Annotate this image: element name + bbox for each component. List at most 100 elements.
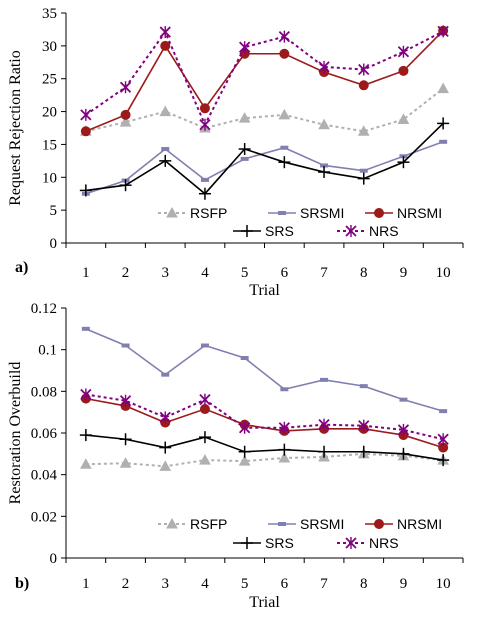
data-point [279,48,290,59]
data-point [198,187,211,200]
x-tick-label: 8 [360,265,368,281]
series-line-nrs [85,30,444,128]
data-point [159,411,171,424]
legend-item-nrsmi: NRSMI [365,516,442,532]
y-tick-label: 0 [50,551,58,567]
data-point [358,419,370,432]
series-line-nrsmi [85,397,444,449]
panel-label: a) [15,259,28,276]
y-tick-label: 0 [50,236,58,252]
data-point [199,103,210,114]
x-tick-label: 10 [436,265,451,281]
data-point [159,460,172,471]
data-point [160,40,171,51]
series-rsfp [80,82,449,136]
x-tick-label: 4 [201,265,209,281]
y-tick-label: 0.12 [31,301,57,317]
x-tick-label: 1 [82,265,90,281]
data-point [318,60,330,73]
data-point [238,455,251,466]
legend: RSFP SRSMI NRSMI SRS NRS [158,516,442,551]
data-point [159,105,172,117]
legend-label: RSFP [190,516,227,532]
y-tick-label: 15 [42,137,57,153]
legend-marker [278,522,286,526]
data-point [439,139,448,144]
data-point [397,423,410,436]
data-point [119,433,132,446]
y-tick-label: 0.02 [31,509,57,525]
legend-marker [374,208,384,218]
data-point [437,25,449,38]
panel-a-chart: 0 5 10 15 20 25 30 35 1 2 3 4 5 6 7 8 9 10 Trial Request Re… [7,6,464,299]
y-tick-label: 35 [42,6,57,22]
data-point [238,112,251,123]
series-line-srs [85,434,444,461]
legend-item-srsmi: SRSMI [268,516,344,532]
x-tick-label: 7 [320,265,328,281]
series-nrsmi [80,393,449,453]
data-point [278,108,291,120]
x-tick-label: 9 [400,576,408,592]
y-tick-label: 20 [42,105,57,121]
data-point [397,156,410,169]
data-point [198,431,211,444]
data-point [399,397,408,402]
legend-item-srs: SRS [233,535,294,551]
legend-marker [374,519,384,529]
legend-label: SRSMI [300,516,344,532]
x-tick-label: 2 [122,265,130,281]
data-point [199,393,211,406]
y-tick-label: 25 [42,72,57,88]
data-point [397,113,410,124]
data-point [278,451,291,463]
legend-item-rsfp: RSFP [158,205,227,221]
x-tick-label: 4 [201,576,209,592]
y-tick-label: 30 [42,39,57,55]
series-rsfp [80,447,449,471]
y-tick-label: 0.1 [38,343,57,359]
data-point [398,65,409,76]
panel-label: b) [15,575,29,592]
x-axis-title: Trial [249,282,280,299]
data-point [278,30,290,43]
data-point [280,145,289,150]
legend-marker [241,225,253,237]
series-line-nrs [85,393,444,441]
data-point [239,41,251,54]
series-line-srsmi [85,328,444,412]
series-line-rsfp [85,87,444,133]
series-nrs [80,388,449,446]
data-point [161,147,170,152]
data-point [159,441,172,454]
data-point [437,454,450,467]
data-point [320,163,329,168]
legend-item-nrsmi: NRSMI [365,205,442,221]
x-tick-label: 8 [360,576,368,592]
series-line-srs [85,122,444,195]
data-point [318,118,330,130]
data-point [80,388,92,401]
legend-item-srsmi: SRSMI [268,205,344,221]
series-line-srsmi [85,141,444,195]
data-point [359,168,368,173]
legend-item-rsfp: RSFP [158,516,227,532]
data-point [278,421,290,434]
data-point [437,117,450,130]
legend-label: SRS [265,223,294,239]
series-srs [79,429,450,467]
data-point [119,179,132,192]
data-point [119,394,132,407]
y-tick-label: 0.04 [31,468,58,484]
data-point [161,372,170,377]
data-point [358,63,370,76]
series-nrs [80,25,449,131]
legend-item-nrs: NRS [337,223,399,239]
legend-marker [166,517,178,529]
data-point [199,118,211,131]
series-srsmi [81,326,448,414]
series-line-rsfp [85,452,444,468]
data-point [238,445,251,458]
legend-marker [166,206,178,218]
